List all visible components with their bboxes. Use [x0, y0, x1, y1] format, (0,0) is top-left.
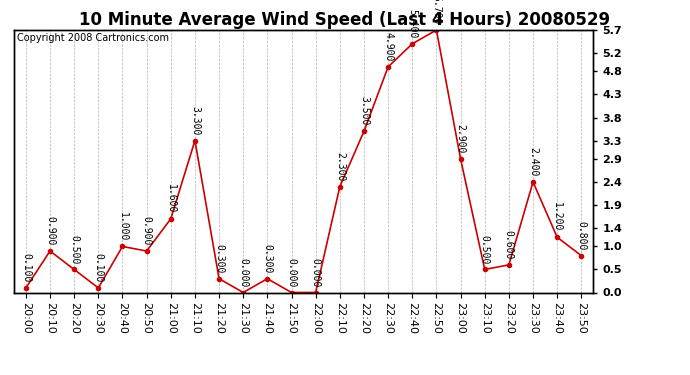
Text: 0.300: 0.300 [214, 244, 224, 273]
Text: 3.500: 3.500 [359, 96, 369, 126]
Text: 0.300: 0.300 [262, 244, 273, 273]
Text: 1.200: 1.200 [552, 202, 562, 232]
Text: 1.000: 1.000 [117, 211, 128, 241]
Text: 0.900: 0.900 [141, 216, 152, 246]
Text: 0.000: 0.000 [238, 258, 248, 287]
Text: 0.100: 0.100 [93, 253, 104, 282]
Text: 5.700: 5.700 [431, 0, 442, 24]
Text: Copyright 2008 Cartronics.com: Copyright 2008 Cartronics.com [17, 33, 168, 43]
Text: 2.900: 2.900 [455, 124, 466, 153]
Text: 5.400: 5.400 [407, 9, 417, 38]
Text: 2.300: 2.300 [335, 152, 345, 181]
Text: 0.500: 0.500 [480, 234, 490, 264]
Text: 0.900: 0.900 [45, 216, 55, 246]
Text: 4.900: 4.900 [383, 32, 393, 61]
Text: 0.800: 0.800 [576, 221, 586, 250]
Text: 0.500: 0.500 [69, 234, 79, 264]
Text: 3.300: 3.300 [190, 106, 200, 135]
Text: 2.400: 2.400 [528, 147, 538, 176]
Text: 1.600: 1.600 [166, 184, 176, 213]
Text: 0.600: 0.600 [504, 230, 514, 260]
Text: 10 Minute Average Wind Speed (Last 4 Hours) 20080529: 10 Minute Average Wind Speed (Last 4 Hou… [79, 11, 611, 29]
Text: 0.000: 0.000 [286, 258, 297, 287]
Text: 0.100: 0.100 [21, 253, 31, 282]
Text: 0.000: 0.000 [310, 258, 321, 287]
